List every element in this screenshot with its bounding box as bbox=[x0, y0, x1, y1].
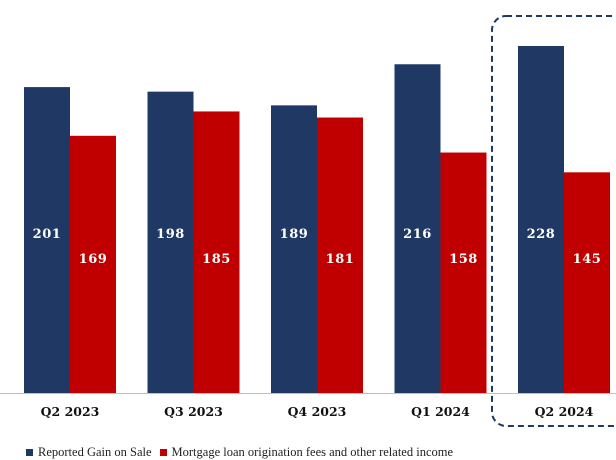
legend-swatch-reported-gain bbox=[26, 448, 33, 456]
bar-q4-2023-series-2 bbox=[317, 117, 363, 393]
legend-label-reported-gain: Reported Gain on Sale bbox=[38, 444, 152, 459]
bar-q1-2024-series-1 bbox=[394, 64, 441, 394]
data-label-q1-2024-series-1: 216 bbox=[403, 227, 432, 242]
highlight-box bbox=[491, 15, 616, 427]
bar-q1-2024-series-2 bbox=[440, 152, 487, 393]
legend-label-origination-fees: Mortgage loan origination fees and other… bbox=[171, 444, 454, 459]
bar-q2-2024-series-1 bbox=[518, 46, 564, 393]
data-label-q2-2024-series-1: 228 bbox=[527, 227, 556, 242]
legend: Reported Gain on Sale Mortgage loan orig… bbox=[26, 444, 461, 460]
bar-q3-2023-series-2 bbox=[193, 111, 240, 393]
legend-swatch-origination-fees bbox=[159, 448, 167, 456]
data-label-q2-2023-series-2: 169 bbox=[79, 252, 108, 267]
bar-q4-2023-series-1 bbox=[271, 105, 317, 394]
bar-q2-2023-series-1 bbox=[24, 87, 70, 393]
bar-q2-2023-series-2 bbox=[70, 135, 116, 393]
x-tick-label-q1-2024: Q1 2024 bbox=[411, 404, 470, 419]
legend-item-origination-fees: Mortgage loan origination fees and other… bbox=[159, 444, 454, 460]
x-tick-label-q3-2023: Q3 2023 bbox=[164, 404, 223, 419]
data-label-q2-2023-series-1: 201 bbox=[33, 227, 62, 242]
x-tick-label-q2-2024: Q2 2024 bbox=[535, 404, 594, 419]
data-label-q1-2024-series-2: 158 bbox=[449, 252, 478, 267]
data-label-q3-2023-series-1: 198 bbox=[156, 227, 185, 242]
data-label-q3-2023-series-2: 185 bbox=[202, 252, 231, 267]
bar-chart: 201 169 Q2 2023 198 185 Q3 2023 189 181 Q4 2023 2… bbox=[0, 15, 616, 427]
legend-item-reported-gain: Reported Gain on Sale bbox=[26, 445, 152, 460]
x-tick-label-q4-2023: Q4 2023 bbox=[288, 404, 347, 419]
bar-q2-2024-series-2 bbox=[564, 172, 610, 393]
bar-q3-2023-series-1 bbox=[147, 91, 194, 393]
data-label-q4-2023-series-1: 189 bbox=[280, 227, 309, 242]
x-tick-label-q2-2023: Q2 2023 bbox=[41, 404, 100, 419]
data-label-q4-2023-series-2: 181 bbox=[326, 252, 355, 267]
data-label-q2-2024-series-2: 145 bbox=[573, 252, 602, 267]
